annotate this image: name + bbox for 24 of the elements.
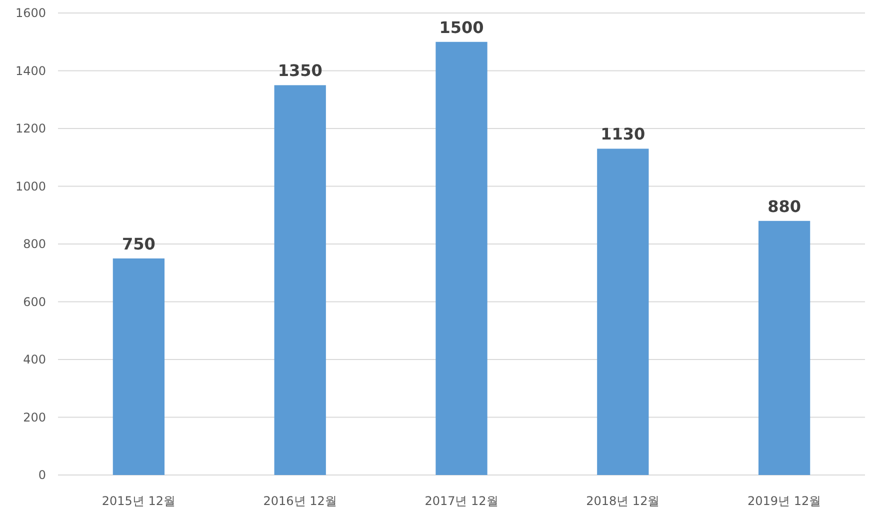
- bar: [112, 258, 165, 475]
- data-label: 750: [122, 234, 156, 254]
- y-tick-label: 1000: [15, 179, 46, 194]
- bar: [436, 42, 488, 475]
- x-tick-label: 2015년 12월: [102, 494, 176, 508]
- y-tick-label: 1200: [15, 122, 46, 136]
- y-tick-label: 0: [38, 468, 46, 482]
- bar: [274, 85, 326, 475]
- y-tick-label: 800: [23, 237, 46, 251]
- data-label: 1350: [278, 61, 322, 80]
- x-tick-label: 2017년 12월: [424, 494, 498, 508]
- bar: [758, 220, 810, 475]
- data-label: 1500: [439, 18, 484, 37]
- x-tick-label: 2018년 12월: [586, 494, 660, 508]
- y-tick-label: 1400: [15, 64, 46, 78]
- x-tick-label: 2019년 12월: [747, 494, 822, 508]
- x-tick-label: 2016년 12월: [263, 494, 337, 508]
- y-tick-label: 1600: [15, 6, 46, 20]
- y-tick-label: 600: [23, 294, 46, 309]
- y-tick-label: 400: [23, 352, 46, 366]
- bar: [597, 148, 649, 475]
- data-label: 880: [768, 196, 802, 216]
- y-tick-label: 200: [23, 410, 46, 424]
- data-label: 1130: [600, 124, 646, 144]
